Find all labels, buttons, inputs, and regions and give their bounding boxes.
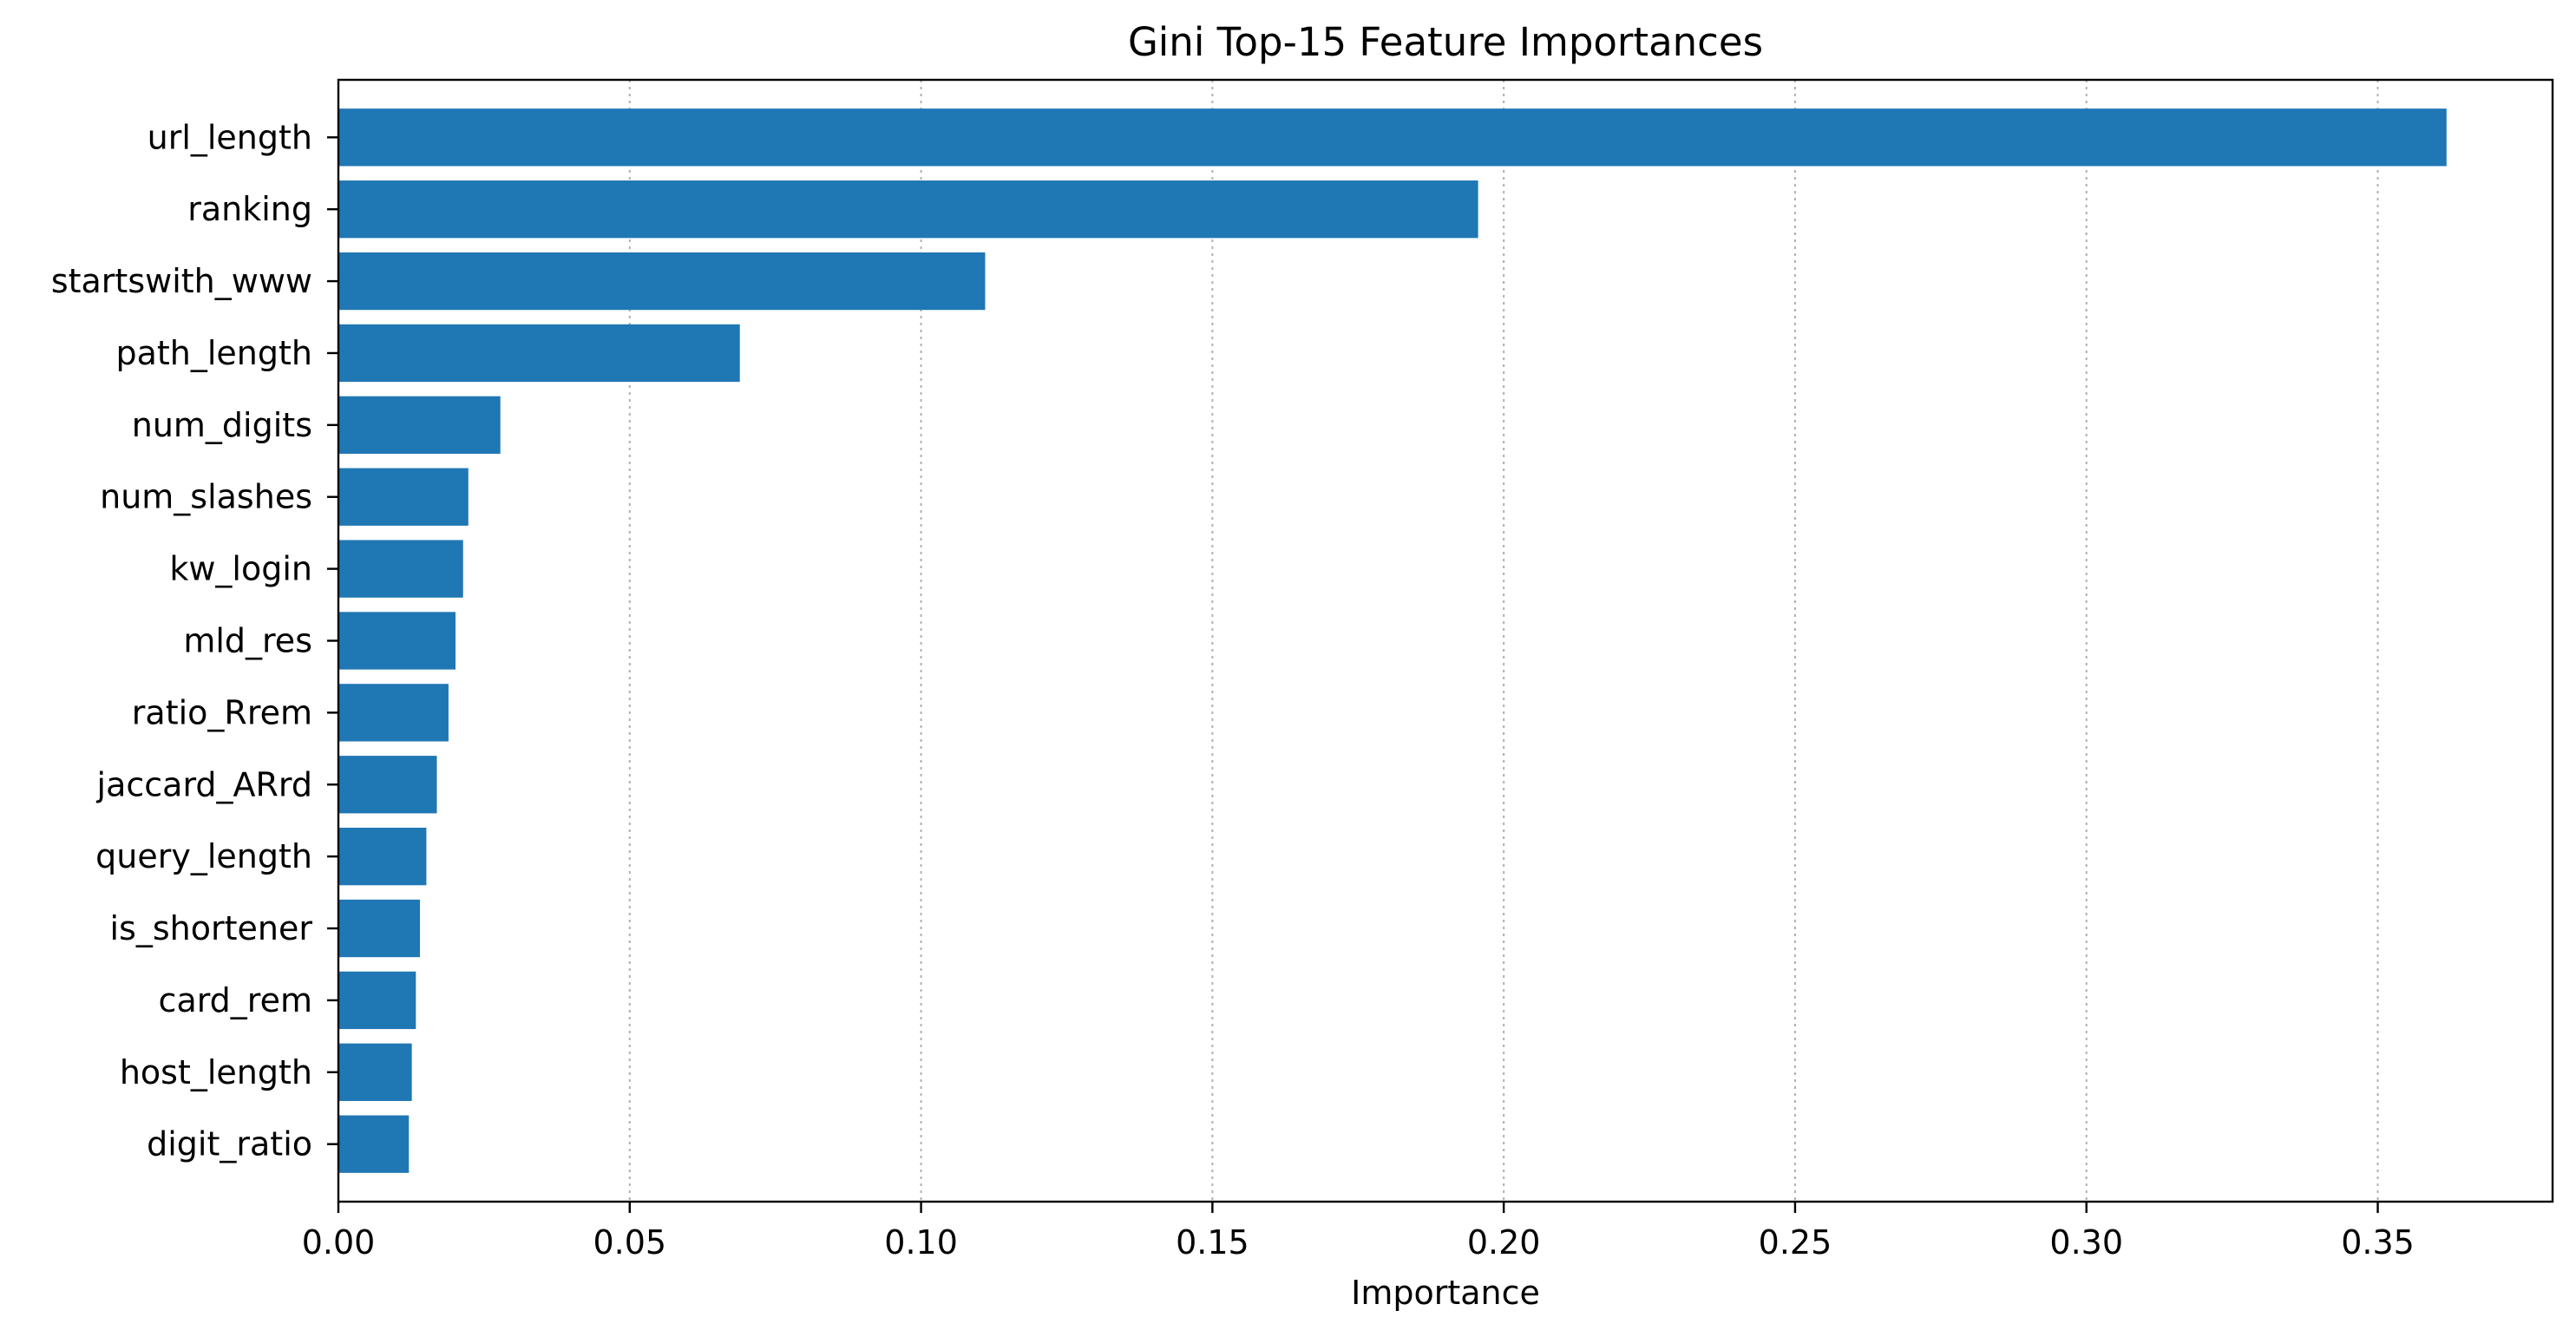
x-tick-label: 0.20: [1467, 1223, 1541, 1262]
y-tick-label: ratio_Rrem: [132, 693, 312, 731]
bar-kw-login: [338, 540, 463, 598]
y-tick-label: num_digits: [132, 406, 312, 444]
x-tick-label: 0.10: [884, 1223, 958, 1262]
bar-host-length: [338, 1043, 412, 1101]
chart-title: Gini Top-15 Feature Importances: [1128, 19, 1763, 65]
y-tick-label: startswith_www: [51, 262, 312, 300]
bar-mld-res: [338, 612, 456, 670]
y-tick-label: digit_ratio: [147, 1125, 312, 1163]
bar-digit-ratio: [338, 1115, 410, 1173]
plot-frame: [337, 78, 2554, 1203]
bar-card-rem: [338, 971, 416, 1030]
bar-path-length: [338, 324, 740, 383]
bar-num-digits: [338, 396, 501, 454]
y-tick-label: query_length: [95, 837, 312, 875]
bar-url-length: [338, 108, 2447, 167]
x-tick-label: 0.30: [2049, 1223, 2123, 1262]
x-tick-label: 0.15: [1176, 1223, 1249, 1262]
grid-layer: [338, 80, 2379, 1202]
bar-ranking: [338, 180, 1478, 239]
x-axis: 0.00 0.05 0.10 0.15 0.20 0.25 0.30 0.35: [302, 1202, 2415, 1262]
bar-is-shortener: [338, 899, 421, 958]
bar-query-length: [338, 828, 427, 886]
y-tick-label: kw_login: [169, 550, 312, 588]
bars-layer: [338, 108, 2447, 1173]
y-tick-label: ranking: [187, 190, 312, 228]
x-tick-label: 0.05: [593, 1223, 666, 1262]
y-tick-label: url_length: [147, 118, 312, 156]
y-tick-label: mld_res: [183, 622, 312, 660]
y-tick-label: jaccard_ARrd: [96, 765, 312, 803]
x-tick-label: 0.35: [2341, 1223, 2415, 1262]
x-tick-label: 0.00: [302, 1223, 376, 1262]
x-tick-label: 0.25: [1759, 1223, 1832, 1262]
y-tick-label: num_slashes: [100, 478, 312, 516]
bar-startswith-www: [338, 252, 986, 311]
bar-num-slashes: [338, 468, 469, 526]
x-axis-title: Importance: [1351, 1274, 1540, 1312]
y-tick-label: path_length: [115, 334, 312, 372]
y-tick-label: card_rem: [159, 981, 312, 1019]
bar-ratio-Rrem: [338, 684, 449, 742]
y-tick-label: is_shortener: [110, 909, 313, 947]
bar-jaccard-ARrd: [338, 756, 437, 814]
y-tick-label: host_length: [120, 1053, 312, 1091]
